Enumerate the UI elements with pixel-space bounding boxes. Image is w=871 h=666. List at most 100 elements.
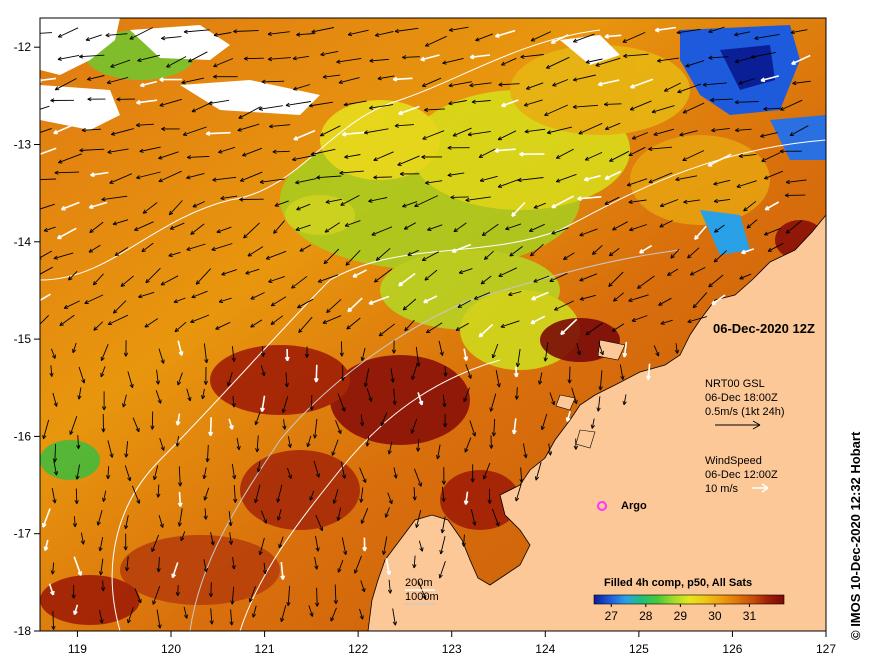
vector-arrow bbox=[572, 74, 596, 82]
vector-arrow bbox=[524, 128, 546, 134]
vector-arrow bbox=[51, 611, 56, 630]
vector-arrow bbox=[280, 562, 286, 580]
vector-arrow bbox=[208, 582, 214, 598]
vector-arrow bbox=[295, 224, 311, 231]
vector-arrow bbox=[463, 387, 470, 403]
vector-arrow bbox=[595, 57, 621, 67]
vector-arrow bbox=[213, 58, 234, 68]
vector-arrow bbox=[578, 122, 603, 135]
vector-arrow bbox=[186, 388, 192, 402]
vector-arrow bbox=[365, 435, 370, 447]
vector-arrow bbox=[183, 606, 189, 619]
vector-arrow bbox=[547, 443, 553, 456]
vector-arrow bbox=[213, 32, 232, 37]
vector-arrow bbox=[298, 316, 313, 334]
land-mass bbox=[367, 214, 826, 631]
vector-arrow bbox=[763, 170, 784, 180]
vector-arrow bbox=[340, 365, 345, 381]
vector-arrow bbox=[127, 371, 134, 389]
vector-arrow bbox=[316, 175, 342, 180]
vector-arrow bbox=[369, 58, 390, 63]
wind-legend-line1: WindSpeed bbox=[705, 455, 762, 467]
current-legend-line2: 06-Dec 18:00Z bbox=[705, 392, 778, 404]
vector-arrow bbox=[174, 321, 187, 333]
lon-tick-label: 120 bbox=[161, 642, 181, 656]
colorbar: Filled 4h comp, p50, All Sats 27 28 29 30 31 bbox=[593, 577, 785, 623]
coastal-islands bbox=[555, 339, 626, 449]
vector-arrow bbox=[628, 294, 649, 303]
vector-arrow bbox=[192, 201, 206, 208]
vector-arrow bbox=[480, 275, 492, 285]
vector-arrow bbox=[738, 78, 756, 85]
vector-arrow bbox=[448, 26, 469, 32]
vector-arrow bbox=[299, 244, 312, 252]
vector-arrow bbox=[402, 201, 418, 208]
vector-arrow bbox=[410, 418, 418, 434]
vector-arrow bbox=[457, 300, 471, 308]
argo-float-icon bbox=[597, 501, 607, 511]
vector-arrow bbox=[166, 56, 187, 68]
vector-arrow bbox=[231, 346, 236, 362]
vector-arrow bbox=[228, 511, 233, 527]
vector-arrow bbox=[260, 346, 266, 357]
vector-arrow bbox=[73, 604, 79, 616]
vector-arrow bbox=[598, 370, 603, 391]
vector-arrow bbox=[412, 487, 417, 501]
vector-arrow bbox=[236, 437, 241, 451]
vector-arrow bbox=[525, 82, 544, 90]
current-legend-line1: NRT00 GSL bbox=[705, 378, 765, 390]
vector-arrow bbox=[554, 300, 574, 311]
vector-arrow bbox=[359, 467, 367, 483]
vector-arrow bbox=[439, 535, 446, 555]
vector-arrow bbox=[79, 54, 105, 59]
vector-arrow bbox=[415, 509, 422, 528]
vector-arrow bbox=[54, 170, 80, 175]
vector-arrow bbox=[392, 76, 413, 82]
vector-arrow bbox=[203, 343, 209, 364]
vector-arrow bbox=[424, 35, 447, 47]
vector-arrow bbox=[489, 393, 497, 412]
vector-arrow bbox=[186, 172, 205, 180]
vector-arrow bbox=[53, 252, 74, 260]
vector-arrow bbox=[628, 146, 646, 157]
vector-arrow bbox=[750, 51, 776, 59]
wind-legend-line2: 06-Dec 12:00Z bbox=[705, 469, 778, 481]
vector-arrow bbox=[331, 439, 339, 456]
vector-arrow bbox=[533, 202, 546, 209]
vector-arrow bbox=[455, 322, 469, 331]
vector-arrow bbox=[48, 583, 55, 596]
vector-arrow bbox=[482, 462, 491, 480]
vector-arrow bbox=[203, 487, 210, 501]
vector-arrow bbox=[158, 515, 164, 528]
vector-arrow bbox=[362, 537, 368, 552]
vector-arrow bbox=[414, 195, 438, 208]
vector-arrow bbox=[98, 537, 104, 552]
vector-arrow bbox=[311, 27, 334, 34]
vector-arrow bbox=[423, 295, 438, 304]
vector-arrow bbox=[374, 31, 394, 37]
vector-arrow bbox=[261, 79, 285, 84]
vector-arrow bbox=[622, 31, 646, 43]
vector-arrow bbox=[53, 460, 59, 476]
vector-arrow bbox=[415, 439, 421, 452]
vector-arrow bbox=[604, 170, 622, 180]
vector-arrow bbox=[110, 128, 135, 136]
vector-arrow bbox=[623, 53, 649, 59]
plot-area bbox=[40, 18, 826, 631]
vector-arrow bbox=[461, 534, 466, 547]
vector-arrow bbox=[123, 340, 129, 357]
depth-legend-1000m: 1000m bbox=[405, 591, 439, 603]
vector-arrow bbox=[40, 266, 53, 275]
vector-arrow bbox=[612, 323, 625, 332]
vector-arrow bbox=[313, 460, 321, 478]
vector-arrow bbox=[309, 490, 315, 501]
vector-arrow bbox=[284, 372, 290, 388]
vector-arrow bbox=[337, 560, 344, 573]
vector-arrow bbox=[182, 126, 207, 136]
vector-arrow bbox=[120, 275, 134, 287]
vector-arrow bbox=[713, 198, 731, 204]
vector-arrow bbox=[710, 97, 733, 103]
vector-arrow bbox=[337, 393, 346, 412]
vector-arrow bbox=[402, 298, 417, 311]
vector-arrow bbox=[220, 195, 238, 201]
